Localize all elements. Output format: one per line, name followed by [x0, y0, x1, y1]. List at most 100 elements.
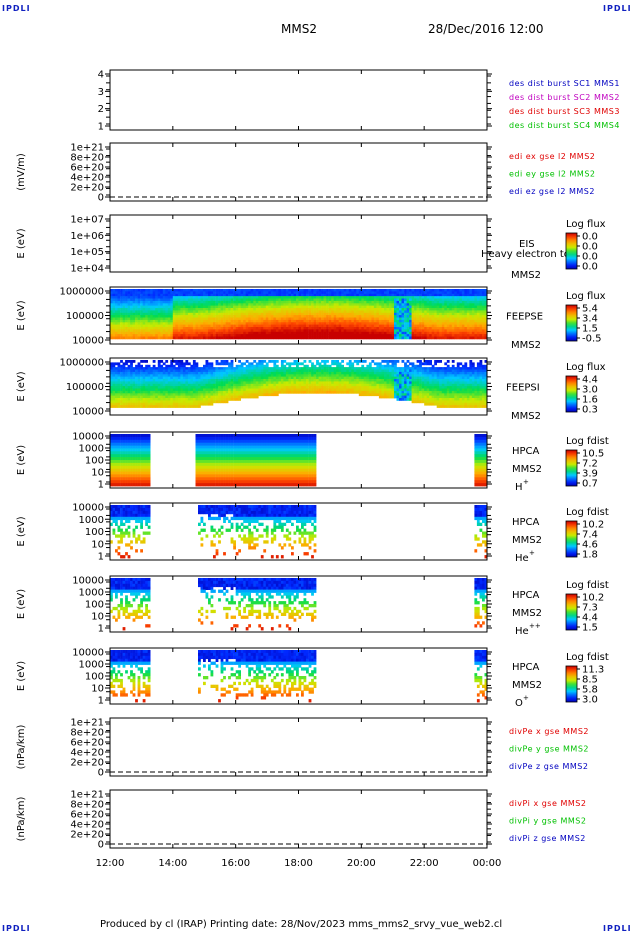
spectrogram-pixel — [216, 329, 219, 332]
spectrogram-pixel — [226, 396, 229, 399]
spectrogram-pixel — [344, 306, 347, 309]
spectrogram-pixel — [266, 310, 269, 313]
spectrogram-pixel — [291, 334, 294, 337]
spectrogram-pixel — [321, 360, 324, 363]
spectrogram-pixel — [334, 325, 337, 328]
spectrogram-pixel — [366, 299, 369, 302]
spectrogram-pixel — [376, 318, 379, 321]
y-axis-label: E (eV) — [16, 300, 27, 330]
spectrogram-pixel — [467, 337, 470, 340]
spectrogram-pixel — [281, 334, 284, 337]
spectrogram-pixel — [434, 310, 437, 313]
spectrogram-pixel — [130, 396, 133, 399]
spectrogram-pixel — [168, 391, 171, 394]
spectrogram-pixel — [140, 325, 143, 328]
spectrogram-pixel — [233, 329, 236, 332]
spectrogram-pixel — [364, 372, 367, 375]
spectrogram-pixel — [397, 291, 400, 294]
spectrogram-pixel — [361, 327, 364, 330]
spectrogram-pixel — [334, 308, 337, 311]
spectrogram-pixel — [138, 391, 141, 394]
spectrogram-pixel — [123, 337, 126, 340]
spectrogram-pixel — [361, 391, 364, 394]
spectrogram-pixel — [424, 308, 427, 311]
spectrogram-pixel — [196, 405, 199, 408]
spectrogram-pixel — [329, 367, 332, 370]
spectrogram-pixel — [336, 377, 339, 380]
spectrogram-pixel — [359, 306, 362, 309]
spectrogram-pixel — [444, 310, 447, 313]
spectrogram-pixel — [273, 393, 276, 396]
spectrogram-pixel — [201, 329, 204, 332]
spectrogram-pixel — [160, 310, 163, 313]
spectrogram-pixel — [306, 372, 309, 375]
spectrogram-pixel — [165, 367, 168, 370]
spectrogram-pixel — [158, 296, 161, 299]
spectrogram-pixel — [324, 337, 327, 340]
spectrogram-pixel — [163, 289, 166, 292]
spectrogram-pixel — [180, 299, 183, 302]
spectrogram-pixel — [160, 379, 163, 382]
spectrogram-pixel — [417, 325, 420, 328]
spectrogram-pixel — [447, 315, 450, 318]
spectrogram-pixel — [389, 325, 392, 328]
spectrogram-pixel — [175, 377, 178, 380]
spectrogram-pixel — [178, 370, 181, 373]
spectrogram-pixel — [444, 325, 447, 328]
spectrogram-pixel — [155, 301, 158, 304]
spectrogram-pixel — [369, 306, 372, 309]
spectrogram-pixel — [175, 327, 178, 330]
spectrogram-pixel — [283, 367, 286, 370]
spectrogram-pixel — [115, 327, 118, 330]
spectrogram-pixel — [351, 315, 354, 318]
spectrogram-pixel — [165, 320, 168, 323]
spectrogram-pixel — [236, 315, 239, 318]
spectrogram-pixel — [276, 308, 279, 311]
spectrogram-pixel — [449, 291, 452, 294]
spectrogram-pixel — [319, 337, 322, 340]
spectrogram-pixel — [341, 377, 344, 380]
spectrogram-pixel — [188, 391, 191, 394]
spectrogram-pixel — [354, 315, 357, 318]
spectrogram-pixel — [344, 289, 347, 292]
spectrogram-pixel — [218, 367, 221, 370]
spectrogram-pixel — [158, 329, 161, 332]
spectrogram-pixel — [148, 400, 151, 403]
spectrogram-pixel — [288, 291, 291, 294]
spectrogram-pixel — [198, 405, 201, 408]
spectrogram-pixel — [344, 370, 347, 373]
spectrogram-pixel — [201, 334, 204, 337]
spectrogram-pixel — [120, 389, 123, 392]
spectrogram-pixel — [123, 391, 126, 394]
spectrogram-pixel — [304, 389, 307, 392]
spectrogram-pixel — [376, 325, 379, 328]
spectrogram-pixel — [361, 306, 364, 309]
spectrogram-pixel — [145, 325, 148, 328]
spectrogram-pixel — [251, 379, 254, 382]
spectrogram-pixel — [334, 362, 337, 365]
spectrogram-pixel — [228, 362, 231, 365]
spectrogram-pixel — [464, 334, 467, 337]
spectrogram-pixel — [452, 327, 455, 330]
spectrogram-pixel — [178, 381, 181, 384]
spectrogram-pixel — [155, 400, 158, 403]
spectrogram-pixel — [228, 301, 231, 304]
spectrogram-pixel — [140, 289, 143, 292]
spectrogram-pixel — [364, 318, 367, 321]
spectrogram-pixel — [324, 296, 327, 299]
spectrogram-pixel — [321, 306, 324, 309]
spectrogram-pixel — [238, 360, 241, 363]
spectrogram-pixel — [482, 289, 485, 292]
spectrogram-pixel — [266, 381, 269, 384]
spectrogram-pixel — [301, 334, 304, 337]
spectrogram-pixel — [354, 296, 357, 299]
spectrogram-pixel — [145, 315, 148, 318]
spectrogram-pixel — [314, 299, 317, 302]
spectrogram-pixel — [472, 334, 475, 337]
spectrogram-pixel — [158, 389, 161, 392]
spectrogram-pixel — [223, 379, 226, 382]
spectrogram-pixel — [271, 393, 274, 396]
spectrogram-pixel — [324, 362, 327, 365]
spectrogram-pixel — [449, 289, 452, 292]
spectrogram-pixel — [472, 296, 475, 299]
